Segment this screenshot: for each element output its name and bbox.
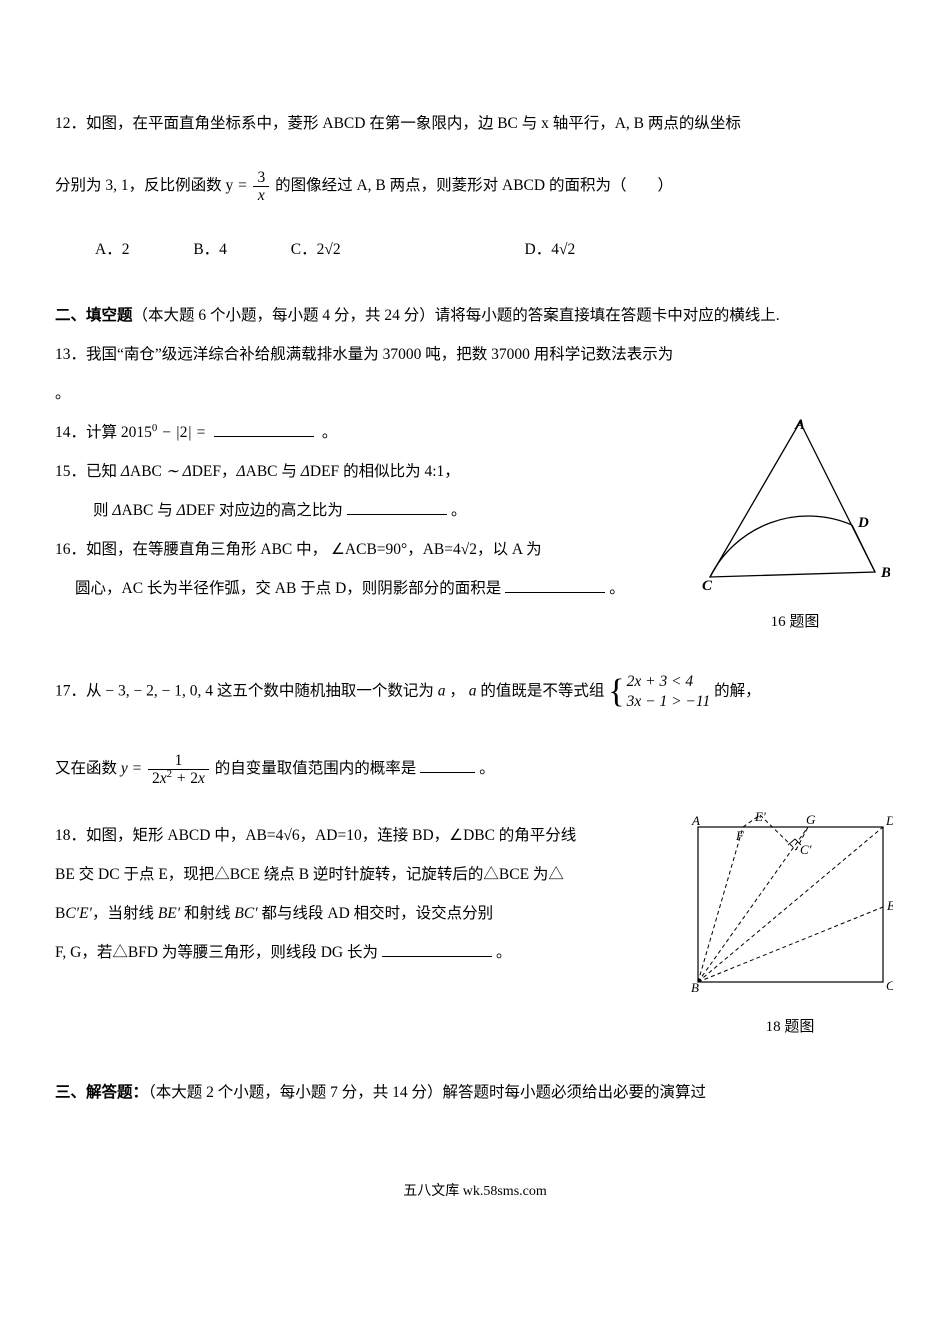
- q16-blank: [505, 577, 605, 594]
- q14-blank: [214, 421, 314, 438]
- q12-formula: y = 3x: [226, 177, 272, 194]
- q18-l1: 18．如图，矩形 ABCD 中，AB=4√6，AD=10，连接 BD，∠DBC …: [55, 820, 675, 851]
- q15-blank: [347, 499, 447, 516]
- q17-l2: 又在函数 y = 12x2 + 2x 的自变量取值范围内的概率是 。: [55, 752, 895, 787]
- q16-angle: ∠: [331, 541, 345, 558]
- fig16-svg: A B C D: [700, 417, 890, 592]
- svg-text:B: B: [691, 980, 699, 995]
- q18-l3-pre: BC′E′: [55, 905, 92, 922]
- q13-tail: 。: [55, 378, 895, 409]
- svg-text:G: G: [806, 812, 816, 827]
- q16-l1-post: ，以 A 为: [477, 541, 542, 558]
- q16-l2-pre: 圆心，AC 长为半径作弧，交 AB 于点 D，则阴影部分的面积是: [75, 580, 501, 597]
- q17-pre: 17．从: [55, 683, 105, 700]
- q12-choice-b: B．4: [193, 234, 227, 265]
- q12-choice-d: D．4√2: [525, 234, 696, 265]
- q16-l2-post: 。: [609, 580, 625, 597]
- q17-a1: a: [438, 683, 446, 700]
- q17-nums: − 3, − 2, − 1, 0, 4: [105, 683, 213, 700]
- svg-text:E: E: [886, 898, 893, 913]
- q17-l2-mid: 的自变量取值范围内的概率是: [215, 760, 417, 777]
- svg-text:A: A: [794, 417, 805, 433]
- svg-text:D: D: [885, 813, 893, 828]
- q12-choices: A．2 B．4 C．2√2 D．4√2: [95, 234, 895, 265]
- section2-rest: （本大题 6 个小题，每小题 4 分，共 24 分）请将每小题的答案直接填在答题…: [133, 307, 780, 324]
- q16-ab: 4√2: [453, 541, 477, 558]
- svg-text:A: A: [691, 813, 700, 828]
- q13-text: 13．我国“南仓”级远洋综合补给舰满载排水量为 37000 吨，把数 37000…: [55, 346, 673, 363]
- q16-l1-pre: 16．如图，在等腰直角三角形 ABC 中，: [55, 541, 327, 558]
- q16-l1-mid: ACB=90°，AB=: [345, 541, 453, 558]
- q18-ab: 4√6: [276, 827, 300, 844]
- page: 12．如图，在平面直角坐标系中，菱形 ABCD 在第一象限内，边 BC 与 x …: [0, 0, 950, 1246]
- fig16-caption: 16 题图: [695, 607, 895, 637]
- q12-line1: 12．如图，在平面直角坐标系中，菱形 ABCD 在第一象限内，边 BC 与 x …: [55, 108, 895, 139]
- q17-mid1: 这五个数中随机抽取一个数记为: [217, 683, 438, 700]
- fig18-svg: A D C B E E′ F G C′: [688, 812, 893, 997]
- svg-text:F: F: [735, 828, 745, 843]
- q18-block: 18．如图，矩形 ABCD 中，AB=4√6，AD=10，连接 BD，∠DBC …: [55, 812, 895, 1042]
- q18-l1-mid: ，AD=10，连接 BD，: [300, 827, 450, 844]
- q17-blank: [420, 757, 475, 774]
- svg-text:C: C: [886, 978, 893, 993]
- q18-l4: F, G，若△BFD 为等腰三角形，则线段 DG 长为 。: [55, 937, 675, 968]
- q15-l2-pre: 则 ΔABC 与 ΔDEF 对应边的高之比为: [93, 502, 343, 519]
- q18-l2-text: BE 交 DC 于点 E，现把△BCE 绕点 B 逆时针旋转，记旋转后的△BCE…: [55, 866, 564, 883]
- q14-expr: 20150 − |2| =: [121, 424, 206, 441]
- section3-head: 三、解答题：（本大题 2 个小题，每小题 7 分，共 14 分）解答题时每小题必…: [55, 1077, 895, 1108]
- fig16-container: A B C D 16 题图: [695, 417, 895, 637]
- q13: 13．我国“南仓”级远洋综合补给舰满载排水量为 37000 吨，把数 37000…: [55, 339, 895, 370]
- q15-l1-text: 15．已知 ΔABC ∼ ΔDEF，ΔABC 与 ΔDEF 的相似比为 4:1，: [55, 463, 460, 480]
- q17-mid2: ，: [449, 683, 465, 700]
- svg-text:E′: E′: [754, 812, 766, 824]
- q12-line2-post: 的图像经过 A, B 两点，则菱形对 ABCD 的面积为（ ）: [275, 177, 673, 194]
- footer: 五八文库 wk.58sms.com: [55, 1178, 895, 1206]
- q12-choice-a: A．2: [95, 234, 129, 265]
- fig18-caption: 18 题图: [685, 1012, 895, 1042]
- q18-l4-post: 。: [496, 944, 512, 961]
- q18-text: 18．如图，矩形 ABCD 中，AB=4√6，AD=10，连接 BD，∠DBC …: [55, 812, 685, 976]
- section2-head: 二、填空题（本大题 6 个小题，每小题 4 分，共 24 分）请将每小题的答案直…: [55, 300, 895, 331]
- q17-sys-r2: 3x − 1 > −11: [627, 692, 711, 712]
- q17-l2-pre: 又在函数: [55, 760, 121, 777]
- fig18-container: A D C B E E′ F G C′ 18 题图: [685, 812, 895, 1042]
- svg-text:B: B: [880, 565, 890, 581]
- section3-rest: （本大题 2 个小题，每小题 7 分，共 14 分）解答题时每小题必须给出必要的…: [148, 1084, 706, 1101]
- q18-blank: [382, 941, 492, 958]
- q17-mid3: 的值既是不等式组: [480, 683, 608, 700]
- q17-sys-r1: 2x + 3 < 4: [627, 672, 711, 692]
- section2-bold: 二、填空题: [55, 307, 133, 324]
- q12-line2-pre: 分别为 3, 1，反比例函数: [55, 177, 226, 194]
- q12-line1-text: 12．如图，在平面直角坐标系中，菱形 ABCD 在第一象限内，边 BC 与 x …: [55, 115, 741, 132]
- q18-l1-post: DBC 的角平分线: [463, 827, 576, 844]
- q17-a2: a: [469, 683, 477, 700]
- q18-l1-pre: 18．如图，矩形 ABCD 中，AB=: [55, 827, 276, 844]
- q17-l1: 17．从 − 3, − 2, − 1, 0, 4 这五个数中随机抽取一个数记为 …: [55, 672, 895, 712]
- svg-text:D: D: [857, 515, 869, 531]
- q17-system: 2x + 3 < 4 3x − 1 > −11: [627, 672, 711, 712]
- q17-post1: 的解，: [714, 683, 761, 700]
- q12-choice-c: C．2√2: [291, 234, 461, 265]
- q13-period: 。: [55, 385, 71, 402]
- q18-angle: ∠: [449, 827, 463, 844]
- svg-text:C: C: [702, 578, 713, 592]
- q17-l2-formula: y = 12x2 + 2x: [121, 760, 211, 777]
- q12-line2: 分别为 3, 1，反比例函数 y = 3x 的图像经过 A, B 两点，则菱形对…: [55, 169, 895, 204]
- q14-post: 。: [322, 424, 338, 441]
- q18-l4-pre: F, G，若△BFD 为等腰三角形，则线段 DG 长为: [55, 944, 378, 961]
- q17-l2-post: 。: [479, 760, 495, 777]
- q18-l3: BC′E′，当射线 BE′ 和射线 BC′ 都与线段 AD 相交时，设交点分别: [55, 898, 675, 929]
- brace-icon: {: [608, 675, 624, 709]
- q14-pre: 14．计算: [55, 424, 121, 441]
- q15-l2-post: 。: [451, 502, 467, 519]
- svg-text:C′: C′: [800, 842, 812, 857]
- q18-l3-mid: ，当射线 BE′ 和射线 BC′ 都与线段 AD 相交时，设交点分别: [92, 905, 493, 922]
- q18-l2: BE 交 DC 于点 E，现把△BCE 绕点 B 逆时针旋转，记旋转后的△BCE…: [55, 859, 675, 890]
- section3-bold: 三、解答题：: [55, 1084, 148, 1101]
